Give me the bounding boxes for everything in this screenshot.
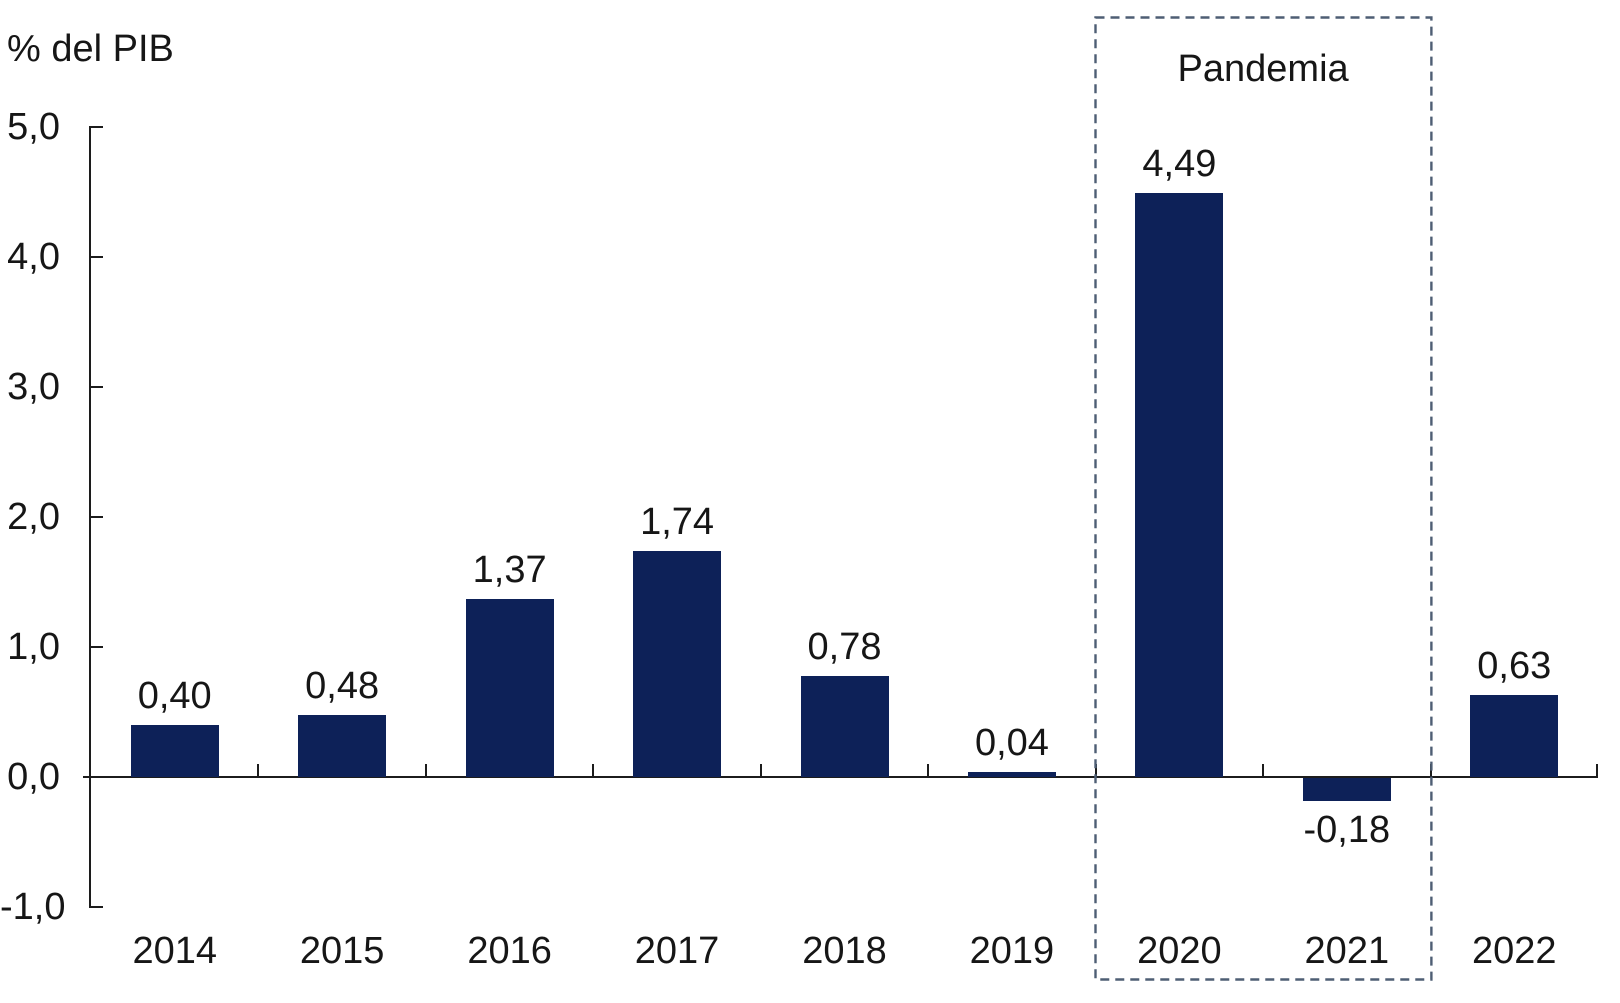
y-tick	[91, 646, 103, 648]
value-label-2021: -0,18	[1303, 809, 1391, 852]
x-tick-label-2022: 2022	[1471, 930, 1557, 972]
bar-2017	[633, 550, 722, 777]
y-tick	[91, 256, 103, 258]
x-axis-line	[83, 776, 1598, 778]
x-tick-label-2020: 2020	[1137, 930, 1222, 972]
bar-2018	[800, 675, 889, 777]
x-tick	[257, 764, 260, 777]
x-tick	[1094, 764, 1097, 777]
y-tick-label-2,0: 2,0	[7, 496, 60, 538]
y-tick-label-1,0: 1,0	[7, 626, 60, 668]
bar-2022	[1470, 695, 1559, 777]
bar-2019	[967, 771, 1056, 777]
x-tick-label-2014: 2014	[132, 930, 217, 972]
bar-2021	[1302, 778, 1391, 802]
value-label-2022: 0,63	[1477, 645, 1552, 688]
value-label-2014: 0,40	[137, 675, 212, 717]
x-tick-label-2015: 2015	[299, 930, 385, 972]
x-tick-label-2019: 2019	[969, 930, 1055, 972]
x-tick	[1429, 764, 1432, 777]
x-tick	[759, 764, 762, 777]
bar-2014	[130, 725, 219, 777]
value-label-2018: 0,78	[807, 625, 882, 668]
x-tick-label-2016: 2016	[467, 930, 552, 972]
x-tick	[1596, 764, 1598, 777]
bar-2020	[1135, 193, 1224, 777]
x-tick	[1262, 764, 1265, 777]
pandemia-label: Pandemia	[1177, 48, 1349, 90]
y-tick-label-0,0: 0,0	[7, 756, 60, 798]
y-tick	[91, 906, 103, 908]
x-tick	[927, 764, 930, 777]
x-tick-label-2018: 2018	[802, 930, 887, 972]
value-label-2020: 4,49	[1142, 143, 1217, 186]
y-tick	[91, 126, 103, 128]
bar-2015	[298, 714, 387, 777]
x-tick-label-2017: 2017	[634, 930, 720, 972]
y-axis-line	[89, 126, 91, 908]
y-tick	[91, 386, 103, 388]
value-label-2017: 1,74	[640, 500, 715, 543]
value-label-2016: 1,37	[472, 548, 547, 591]
y-tick-label-4,0: 4,0	[7, 236, 60, 278]
value-label-2019: 0,04	[974, 721, 1049, 764]
x-tick-label-2021: 2021	[1304, 930, 1390, 972]
y-tick-label--1,0: -1,0	[0, 886, 66, 928]
x-tick	[424, 764, 427, 777]
y-axis-unit-label: % del PIB	[7, 28, 174, 70]
y-tick-label-5,0: 5,0	[7, 106, 60, 148]
value-label-2015: 0,48	[305, 664, 380, 707]
bar-2016	[465, 598, 554, 777]
y-tick	[91, 516, 103, 518]
x-tick	[592, 764, 595, 777]
y-tick-label-3,0: 3,0	[7, 366, 60, 408]
